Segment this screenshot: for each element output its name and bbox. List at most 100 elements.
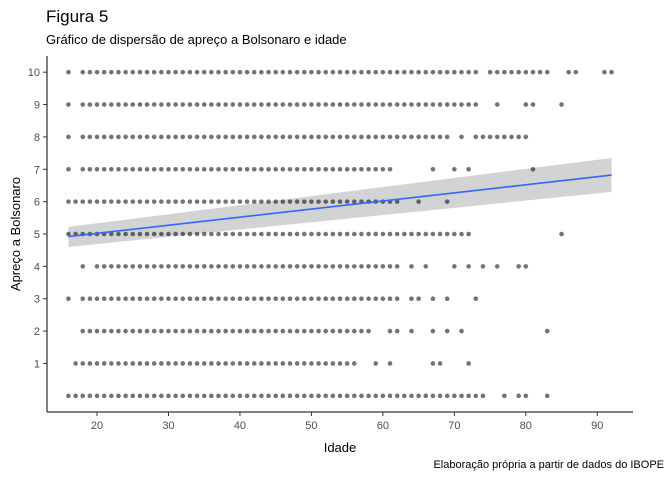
scatter-point xyxy=(123,134,128,140)
scatter-point xyxy=(444,296,450,302)
scatter-point xyxy=(516,69,521,75)
scatter-point xyxy=(209,102,214,107)
scatter-point xyxy=(294,134,300,140)
scatter-point xyxy=(316,231,321,237)
scatter-point xyxy=(316,102,321,107)
scatter-point xyxy=(159,393,164,399)
scatter-point xyxy=(80,199,86,204)
scatter-point xyxy=(523,102,529,107)
scatter-point xyxy=(137,296,143,302)
scatter-point xyxy=(323,328,329,334)
scatter-point xyxy=(101,134,107,140)
scatter-point xyxy=(494,69,500,75)
scatter-point xyxy=(137,361,143,366)
scatter-point xyxy=(359,102,364,107)
scatter-point xyxy=(94,264,100,269)
scatter-point xyxy=(480,393,486,399)
scatter-point xyxy=(287,264,293,269)
scatter-point xyxy=(273,134,278,140)
scatter-point xyxy=(273,361,278,366)
scatter-point xyxy=(330,361,336,366)
scatter-point xyxy=(309,393,314,399)
scatter-point xyxy=(194,166,200,172)
scatter-point xyxy=(423,231,429,237)
scatter-point xyxy=(66,199,71,204)
scatter-point xyxy=(173,102,178,107)
scatter-point xyxy=(80,134,86,140)
scatter-point xyxy=(251,199,257,204)
scatter-point xyxy=(173,296,178,302)
scatter-point xyxy=(309,134,314,140)
scatter-point xyxy=(109,361,114,366)
scatter-point xyxy=(609,69,614,75)
scatter-point xyxy=(423,393,429,399)
scatter-point xyxy=(452,393,457,399)
scatter-point xyxy=(251,134,257,140)
scatter-point xyxy=(223,361,228,366)
scatter-point xyxy=(180,102,186,107)
scatter-point xyxy=(123,361,128,366)
scatter-point xyxy=(537,69,543,75)
scatter-point xyxy=(173,231,178,237)
y-axis-label: Apreço a Bolsonaro xyxy=(8,177,23,291)
scatter-point xyxy=(266,264,271,269)
scatter-point xyxy=(344,264,350,269)
y-tick-label: 7 xyxy=(34,164,40,176)
scatter-point xyxy=(87,166,93,172)
y-tick-label: 3 xyxy=(34,294,40,306)
scatter-point xyxy=(73,199,78,204)
scatter-point xyxy=(287,166,293,172)
scatter-point xyxy=(316,166,321,172)
scatter-point xyxy=(366,166,371,172)
scatter-point xyxy=(216,199,221,204)
scatter-point xyxy=(137,231,143,237)
scatter-point xyxy=(216,361,221,366)
scatter-point xyxy=(194,102,200,107)
scatter-point xyxy=(209,361,214,366)
scatter-point xyxy=(130,199,136,204)
scatter-point xyxy=(194,328,200,334)
scatter-point xyxy=(337,166,343,172)
scatter-point xyxy=(494,102,500,107)
scatter-point xyxy=(137,264,143,269)
scatter-point xyxy=(480,264,486,269)
scatter-point xyxy=(373,166,379,172)
scatter-point xyxy=(216,328,221,334)
scatter-point xyxy=(287,361,293,366)
scatter-point xyxy=(159,134,164,140)
scatter-point xyxy=(423,134,429,140)
scatter-point xyxy=(294,264,300,269)
scatter-point xyxy=(409,134,414,140)
scatter-point xyxy=(359,296,364,302)
scatter-point xyxy=(230,361,236,366)
scatter-point xyxy=(330,134,336,140)
scatter-point xyxy=(123,264,128,269)
scatter-point xyxy=(266,328,271,334)
scatter-point xyxy=(316,361,321,366)
scatter-point xyxy=(330,166,336,172)
scatter-point xyxy=(87,134,93,140)
scatter-point xyxy=(166,231,171,237)
scatter-point xyxy=(301,393,307,399)
scatter-point xyxy=(459,102,464,107)
scatter-point xyxy=(101,199,107,204)
scatter-point xyxy=(266,361,271,366)
chart-caption: Elaboração própria a partir de dados do … xyxy=(433,459,664,471)
scatter-point xyxy=(209,134,214,140)
scatter-point xyxy=(544,328,550,334)
scatter-point xyxy=(559,102,564,107)
y-tick-label: 6 xyxy=(34,197,40,209)
scatter-point xyxy=(266,69,271,75)
scatter-point xyxy=(244,264,250,269)
scatter-point xyxy=(316,296,321,302)
scatter-point xyxy=(209,264,214,269)
scatter-point xyxy=(430,102,436,107)
x-tick-label: 90 xyxy=(591,420,603,432)
scatter-point xyxy=(359,134,364,140)
scatter-point xyxy=(116,102,121,107)
scatter-point xyxy=(402,102,407,107)
scatter-point xyxy=(73,393,78,399)
scatter-point xyxy=(309,231,314,237)
scatter-point xyxy=(80,69,86,75)
chart-subtitle: Gráfico de dispersão de apreço a Bolsona… xyxy=(46,32,347,47)
